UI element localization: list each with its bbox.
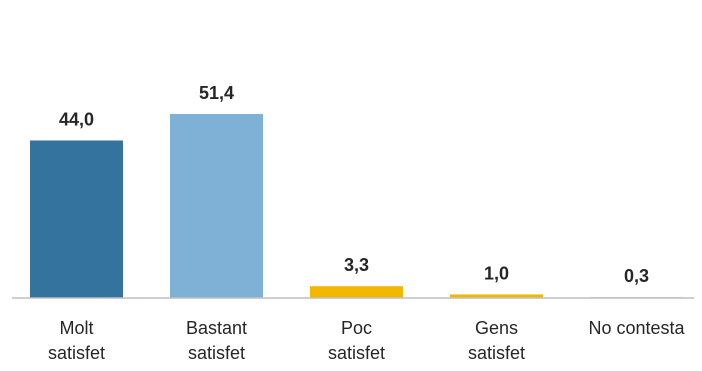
bar-1 xyxy=(30,140,123,298)
category-label-4: Gens satisfet xyxy=(468,318,525,363)
category-label-2: Bastant satisfet xyxy=(186,318,247,363)
bars-group xyxy=(30,113,683,298)
category-labels-group: Molt satisfet Bastant satisfet Poc satisfet Ge… xyxy=(48,318,686,363)
category-label-5: No contesta xyxy=(588,318,685,338)
value-label-2: 51,4 xyxy=(199,83,234,103)
value-labels-group: 44,0 51,4 3,3 1,0 0,3 xyxy=(59,83,649,286)
value-label-1: 44,0 xyxy=(59,109,94,129)
bar-2 xyxy=(170,113,263,298)
category-label-1: Molt satisfet xyxy=(48,318,105,363)
value-label-5: 0,3 xyxy=(624,266,649,286)
bar-4 xyxy=(450,294,543,298)
value-label-3: 3,3 xyxy=(344,255,369,275)
bar-3 xyxy=(310,286,403,298)
value-label-4: 1,0 xyxy=(484,263,509,283)
category-label-3: Poc satisfet xyxy=(328,318,385,363)
